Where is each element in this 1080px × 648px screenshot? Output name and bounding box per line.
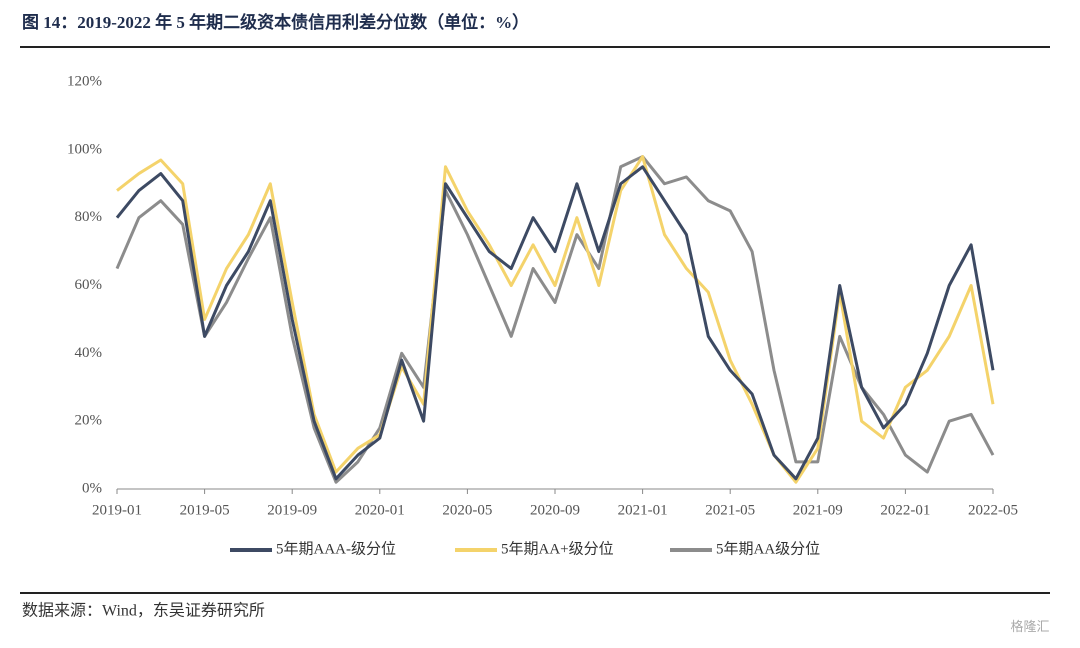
legend-label: 5年期AAA-级分位 xyxy=(276,540,396,557)
y-tick-label: 80% xyxy=(75,209,103,225)
y-tick-label: 120% xyxy=(67,73,102,89)
x-tick-label: 2022-01 xyxy=(880,502,930,518)
x-tick-label: 2021-01 xyxy=(618,502,668,518)
chart-title: 图 14：2019-2022 年 5 年期二级资本债信用利差分位数（单位：%） xyxy=(22,12,529,32)
x-tick-label: 2021-09 xyxy=(793,502,843,518)
legend-label: 5年期AA+级分位 xyxy=(501,540,614,557)
x-tick-label: 2019-01 xyxy=(92,502,142,518)
series-line xyxy=(115,165,995,481)
y-tick-label: 40% xyxy=(75,345,103,361)
x-tick-label: 2019-05 xyxy=(180,502,230,518)
series-line xyxy=(115,155,995,484)
x-tick-label: 2020-09 xyxy=(530,502,580,518)
y-tick-label: 0% xyxy=(82,480,102,496)
source: 数据来源：Wind，东吴证券研究所 xyxy=(22,602,265,620)
watermark: 格隆汇 xyxy=(1010,619,1049,634)
x-tick-label: 2019-09 xyxy=(267,502,317,518)
x-tick-label: 2020-05 xyxy=(442,502,492,518)
x-tick-label: 2022-05 xyxy=(968,502,1018,518)
y-tick-label: 20% xyxy=(75,413,103,429)
y-tick-label: 100% xyxy=(67,141,102,157)
y-tick-label: 60% xyxy=(75,277,103,293)
series-line xyxy=(116,155,995,484)
legend-label: 5年期AA级分位 xyxy=(716,540,820,557)
x-tick-label: 2021-05 xyxy=(705,502,755,518)
x-tick-label: 2020-01 xyxy=(355,502,405,518)
